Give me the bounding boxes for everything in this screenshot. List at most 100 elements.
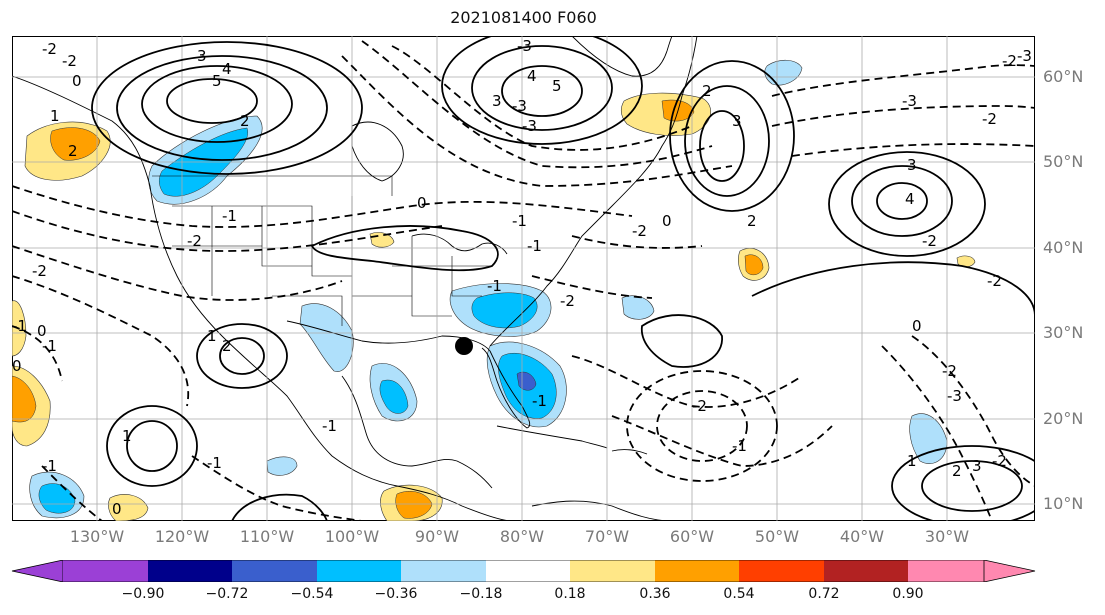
- south-america-coast: [531, 500, 673, 521]
- contour-label: 0: [662, 212, 672, 230]
- lon-label: 80°W: [499, 527, 545, 546]
- colorbar-tick: −0.54: [290, 586, 334, 602]
- contour-label: -2: [942, 362, 957, 380]
- contour-label: -1: [532, 392, 547, 410]
- lon-label: 110°W: [239, 527, 295, 546]
- contour-label: -1: [527, 237, 542, 255]
- north-america-coast: [12, 75, 513, 521]
- contour-label: -2: [922, 232, 937, 250]
- lon-label: 130°W: [69, 527, 125, 546]
- colorbar-segment: [908, 560, 984, 582]
- contour-label: -1: [222, 207, 237, 225]
- contour-label: -3: [1017, 47, 1032, 65]
- colorbar-segment: [570, 560, 655, 582]
- east-coast: [489, 36, 698, 347]
- contour-label: 3: [907, 156, 917, 174]
- lon-label: 60°W: [669, 527, 715, 546]
- contour-label: 3: [492, 92, 502, 110]
- great-lakes: [411, 233, 508, 255]
- shade-blue: [909, 413, 948, 464]
- contour-label: -2: [992, 452, 1007, 470]
- lat-label: 20°N: [1043, 409, 1084, 428]
- shade-blue: [299, 303, 354, 372]
- shade-blue: [764, 59, 803, 86]
- colorbar-segment: [824, 560, 908, 582]
- contour-label: 4: [222, 60, 232, 78]
- contour-label: 5: [212, 72, 222, 90]
- shade-blue: [621, 295, 655, 320]
- contour-label: -2: [982, 110, 997, 128]
- shaded-regions: [12, 59, 976, 521]
- contour-label: 1: [207, 327, 217, 345]
- contour-label: -1: [487, 277, 502, 295]
- contour-label: 0: [112, 500, 122, 518]
- shade-orange: [50, 127, 101, 161]
- colorbar-segment: [655, 560, 739, 582]
- colorbar-segment: [63, 560, 148, 582]
- contour-label: 2: [952, 462, 962, 480]
- colorbar-lower-extend: [11, 560, 64, 582]
- lat-label: 10°N: [1043, 494, 1084, 513]
- contour-label: -2: [32, 262, 47, 280]
- lon-label: 120°W: [154, 527, 210, 546]
- contour-label: -3: [512, 97, 527, 115]
- negative-contours: [12, 40, 1035, 521]
- hudson-bay: [351, 121, 404, 182]
- greenland: [571, 36, 673, 77]
- colorbar-segment: [486, 560, 570, 582]
- colorbar-tick: −0.90: [121, 586, 165, 602]
- map-canvas: -2 -2 0 1 2 3 5 4 2 -2 -2 -3 -3 -3 3 4 5…: [12, 36, 1035, 521]
- contour-label: 0: [912, 317, 922, 335]
- contour-label: -3: [517, 37, 532, 55]
- contour-label: -1: [732, 437, 747, 455]
- contour-label: 2: [240, 112, 250, 130]
- shade-orange: [744, 254, 764, 276]
- colorbar-segment: [739, 560, 824, 582]
- lon-label: 40°W: [839, 527, 885, 546]
- gridlines: [12, 36, 1035, 521]
- contour-label: 2: [702, 82, 712, 100]
- lat-label: 60°N: [1043, 67, 1084, 86]
- contour-label: 2: [222, 337, 232, 355]
- storm-marker: [455, 337, 473, 355]
- colorbar-tick: −0.72: [205, 586, 249, 602]
- contour-label: -1: [42, 457, 57, 475]
- shade-blue: [471, 292, 538, 329]
- coastlines: [12, 36, 698, 521]
- contour-label: -2: [987, 272, 1002, 290]
- lon-label: 100°W: [324, 527, 380, 546]
- contour-label: -2: [62, 52, 77, 70]
- contour-label: -1: [322, 417, 337, 435]
- shade-yellow: [108, 494, 149, 521]
- contour-label: 0: [417, 194, 427, 212]
- shade-orange: [395, 491, 433, 519]
- contour-label: 3: [972, 457, 982, 475]
- colorbar-segment: [401, 560, 486, 582]
- contour-label: -2: [632, 222, 647, 240]
- hispaniola: [611, 449, 648, 455]
- colorbar-tick: 0.72: [808, 586, 840, 602]
- contour-label: 0: [37, 322, 47, 340]
- cuba: [496, 425, 608, 449]
- contour-label: 0: [12, 357, 22, 375]
- lon-label: 50°W: [754, 527, 800, 546]
- colorbar-segment: [148, 560, 232, 582]
- colorbar-tick: −0.36: [374, 586, 418, 602]
- colorbar-tick: 0.54: [723, 586, 755, 602]
- shade-orange: [12, 375, 37, 423]
- contour-label: -2: [42, 40, 57, 58]
- contour-label: 4: [905, 190, 915, 208]
- contour-label-group: -2 -2 0 1 2 3 5 4 2 -2 -2 -3 -3 -3 3 4 5…: [12, 37, 1032, 518]
- colorbar-segment: [317, 560, 401, 582]
- contour-label: 0: [72, 72, 82, 90]
- contour-label: 2: [68, 142, 78, 160]
- contour-label: 3: [732, 112, 742, 130]
- contour-label: -1: [512, 212, 527, 230]
- mexico-coast: [341, 375, 493, 489]
- colorbar-segment: [232, 560, 317, 582]
- contour-label: -1: [207, 454, 222, 472]
- colorbar: [11, 560, 1036, 582]
- contour-label: -2: [560, 292, 575, 310]
- colorbar-tick: −0.18: [459, 586, 503, 602]
- contour-label: 3: [197, 47, 207, 65]
